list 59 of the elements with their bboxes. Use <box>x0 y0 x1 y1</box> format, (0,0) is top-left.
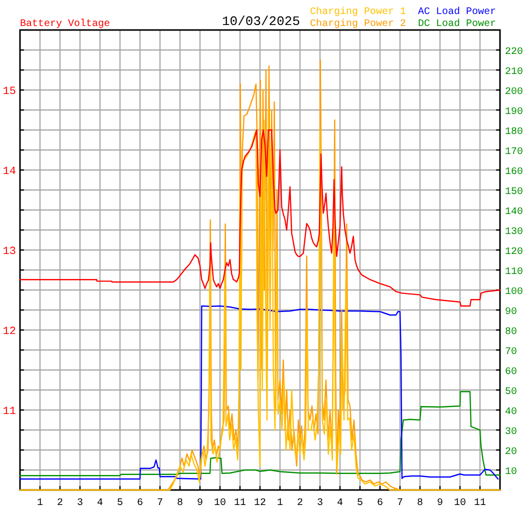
text: Charging Power 2 <box>310 18 406 30</box>
x-tick-label: 12 <box>254 498 266 509</box>
y-tick-label: 14 <box>2 166 16 178</box>
x-tick-label: 9 <box>436 498 444 509</box>
x-tick-label: 7 <box>156 498 164 509</box>
y-tick-label: 12 <box>2 326 16 338</box>
y2-tick-label: 100 <box>505 287 524 298</box>
x-tick-label: 6 <box>136 498 144 509</box>
text: DC Load Power <box>418 18 496 30</box>
y2-tick-label: 150 <box>505 187 524 198</box>
line-series <box>19 129 501 307</box>
x-tick-label: 4 <box>96 498 104 509</box>
text: Battery Voltage <box>20 18 110 30</box>
y-tick-label: 13 <box>2 246 16 258</box>
y2-tick-label: 70 <box>505 347 518 358</box>
x-tick-label: 4 <box>336 498 344 509</box>
y2-tick-label: 220 <box>505 47 524 58</box>
text: Charging Power 1 <box>310 6 406 18</box>
y2-tick-label: 190 <box>505 107 524 118</box>
x-tick-label: 5 <box>356 498 364 509</box>
x-tick-label: 7 <box>396 498 404 509</box>
x-tick-label: 11 <box>474 498 486 509</box>
y2-tick-label: 160 <box>505 167 524 178</box>
x-tick-label: 10 <box>454 498 466 509</box>
y2-tick-label: 80 <box>505 327 518 338</box>
x-tick-label: 10 <box>214 498 226 509</box>
y2-tick-label: 30 <box>505 427 518 438</box>
y2-tick-label: 200 <box>505 87 524 98</box>
x-tick-label: 5 <box>116 498 124 509</box>
y2-tick-label: 170 <box>505 147 524 158</box>
y-tick-label: 15 <box>2 86 16 98</box>
x-tick-label: 8 <box>176 498 184 509</box>
line-series <box>19 391 501 476</box>
x-tick-label: 2 <box>296 498 304 509</box>
y2-tick-label: 90 <box>505 307 518 318</box>
chart-title: 10/03/2025 <box>222 14 300 29</box>
x-tick-label: 11 <box>234 498 246 509</box>
y2-tick-label: 60 <box>505 367 518 378</box>
x-tick-label: 9 <box>196 498 204 509</box>
y2-tick-label: 20 <box>505 447 518 458</box>
x-tick-label: 8 <box>416 498 424 509</box>
y-tick-label: 11 <box>2 406 16 418</box>
x-tick-label: 2 <box>56 498 64 509</box>
line-series <box>19 305 499 480</box>
y2-tick-label: 180 <box>505 127 524 138</box>
x-tick-label: 1 <box>276 498 284 509</box>
x-tick-label: 6 <box>376 498 384 509</box>
x-tick-label: 3 <box>316 498 324 509</box>
y2-tick-label: 110 <box>505 267 524 278</box>
text: AC Load Power <box>418 6 496 18</box>
y2-tick-label: 50 <box>505 387 518 398</box>
y2-tick-label: 40 <box>505 407 518 418</box>
y2-tick-label: 140 <box>505 207 524 218</box>
y2-tick-label: 10 <box>505 467 518 478</box>
y2-tick-label: 130 <box>505 227 524 238</box>
y2-tick-label: 120 <box>505 247 524 258</box>
x-tick-label: 1 <box>36 498 44 509</box>
x-tick-label: 3 <box>76 498 84 509</box>
y2-tick-label: 210 <box>505 67 524 78</box>
